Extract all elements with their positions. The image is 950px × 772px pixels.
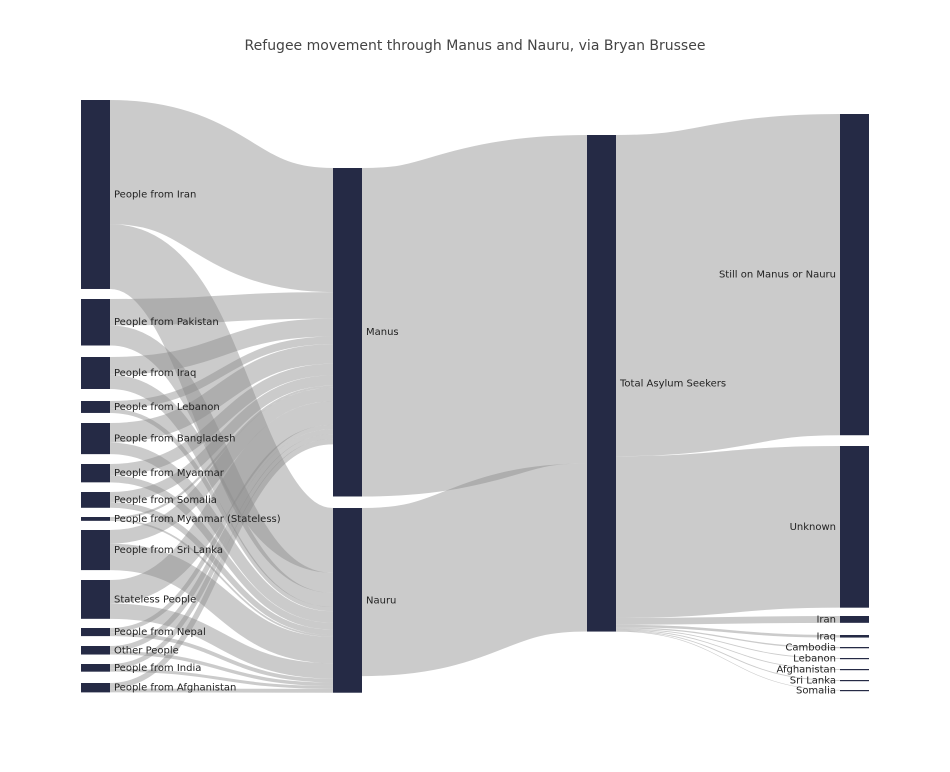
labels-layer: People from Iran People from Pakistan Peop… [114, 189, 836, 696]
link-iran_src-to-manus [108, 99, 335, 293]
link-myanmar_stateless-to-manus [109, 385, 334, 520]
node-myanmar [81, 464, 110, 483]
node-label-iraq_src: People from Iraq [114, 368, 196, 379]
node-cambodia [840, 647, 869, 649]
link-myanmar-to-manus [109, 363, 334, 476]
node-bangladesh [81, 423, 110, 455]
node-iraq_src [81, 357, 110, 389]
node-label-pakistan: People from Pakistan [114, 317, 219, 328]
link-iraq_src-to-nauru [109, 374, 334, 607]
node-srilanka_src [81, 530, 110, 571]
link-total-to-still [614, 114, 842, 457]
node-label-lebanon_dst: Lebanon [793, 654, 836, 665]
node-label-other: Other People [114, 645, 179, 656]
node-iraq_dst [840, 635, 869, 638]
node-label-lebanon_src: People from Lebanon [114, 402, 220, 413]
link-nepal-to-manus [109, 424, 334, 633]
node-label-nepal: People from Nepal [114, 627, 206, 638]
node-myanmar_stateless [81, 517, 110, 521]
node-lebanon_dst [840, 658, 869, 660]
link-other-to-manus [109, 429, 334, 652]
node-stateless [81, 580, 110, 619]
node-label-somalia_dst: Somalia [796, 686, 836, 697]
link-total-to-lebanon_dst [615, 628, 841, 659]
node-india [81, 664, 110, 672]
link-myanmar-to-nauru [109, 475, 334, 630]
node-label-still: Still on Manus or Nauru [719, 270, 836, 281]
node-iran_dst [840, 616, 869, 623]
node-label-india: People from India [114, 663, 201, 674]
node-afghanistan_dst [840, 669, 869, 671]
node-unknown [840, 446, 869, 608]
node-pakistan [81, 299, 110, 346]
node-other [81, 646, 110, 655]
link-nauru-to-total [360, 463, 589, 677]
link-india-to-manus [109, 434, 334, 669]
node-nauru [333, 508, 362, 693]
link-total-to-somalia_dst [615, 631, 841, 691]
link-total-to-afghanistan_dst [615, 629, 841, 670]
link-nepal-to-nauru [109, 632, 334, 683]
node-label-nauru: Nauru [366, 595, 396, 606]
link-total-to-iraq_dst [615, 624, 841, 638]
node-label-stateless: Stateless People [114, 594, 196, 605]
node-label-cambodia: Cambodia [785, 643, 836, 654]
link-bangladesh-to-nauru [109, 442, 334, 623]
node-label-srilanka_dst: Sri Lanka [790, 676, 836, 687]
node-label-afghanistan_src: People from Afghanistan [114, 683, 236, 694]
link-srilanka_src-to-nauru [109, 543, 334, 664]
link-myanmar_stateless-to-nauru [109, 519, 334, 637]
link-total-to-srilanka_dst [615, 630, 841, 681]
node-lebanon_src [81, 401, 110, 413]
node-somalia_dst [840, 690, 869, 692]
link-stateless-to-manus [109, 401, 334, 604]
link-bangladesh-to-manus [109, 344, 334, 443]
node-label-bangladesh: People from Bangladesh [114, 434, 235, 445]
node-label-iran_dst: Iran [816, 614, 836, 625]
link-pakistan-to-manus [109, 292, 334, 326]
node-manus [333, 168, 362, 497]
link-total-to-iran_dst [615, 616, 841, 625]
link-lebanon_src-to-nauru [109, 408, 334, 612]
link-somalia_src-to-manus [109, 375, 334, 503]
node-label-afghanistan_dst: Afghanistan [776, 665, 836, 676]
node-label-total: Total Asylum Seekers [619, 378, 726, 389]
node-somalia_src [81, 492, 110, 508]
node-srilanka_dst [840, 680, 869, 682]
node-label-somalia_src: People from Somalia [114, 495, 217, 506]
link-india-to-nauru [109, 668, 334, 689]
node-nepal [81, 628, 110, 637]
node-label-iraq_dst: Iraq [816, 631, 836, 642]
link-somalia_src-to-nauru [109, 502, 334, 636]
link-pakistan-to-nauru [109, 325, 334, 593]
chart-title: Refugee movement through Manus and Nauru… [245, 38, 706, 54]
node-still [840, 114, 869, 436]
node-label-myanmar_stateless: People from Myanmar (Stateless) [114, 514, 281, 525]
link-manus-to-total [359, 135, 590, 497]
link-iraq_src-to-manus [109, 318, 334, 375]
node-label-manus: Manus [366, 327, 399, 338]
link-afghanistan_src-to-manus [109, 438, 334, 689]
link-iran_src-to-nauru [106, 224, 337, 573]
node-label-srilanka_src: People from Sri Lanka [114, 545, 223, 556]
link-stateless-to-nauru [109, 603, 334, 679]
link-lebanon_src-to-manus [109, 336, 334, 409]
node-iran_src [81, 100, 110, 289]
link-srilanka_src-to-manus [109, 387, 334, 544]
link-other-to-nauru [109, 651, 334, 686]
links-layer [106, 99, 842, 693]
node-label-unknown: Unknown [790, 522, 836, 533]
node-label-myanmar: People from Myanmar [114, 468, 225, 479]
node-total [587, 135, 616, 632]
node-afghanistan_src [81, 683, 110, 693]
link-total-to-cambodia [615, 627, 841, 649]
node-label-iran_src: People from Iran [114, 189, 196, 200]
link-total-to-unknown [615, 446, 841, 618]
nodes-layer [81, 100, 869, 693]
